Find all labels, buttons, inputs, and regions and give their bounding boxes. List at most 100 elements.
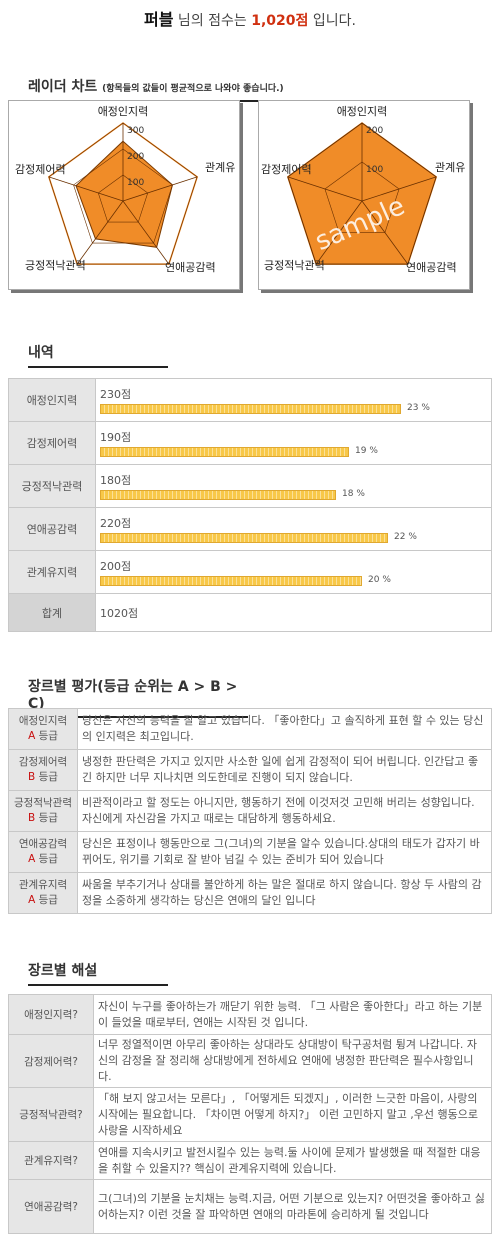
history-row-value: 190점 <box>100 431 132 444</box>
interpretation-section-title: 장르별 해설 <box>28 960 168 986</box>
evaluation-table: 애정인지력 A 등급 당신은 자신의 능력을 잘 알고 있습니다. 「좋아한다」고 … <box>8 708 492 914</box>
history-row-percent: 22 % <box>394 532 417 542</box>
evaluation-grade-letter: B <box>28 812 36 824</box>
history-total-row: 합계 1020점 <box>8 593 492 632</box>
history-title: 내역 <box>28 345 54 361</box>
evaluation-row: 감정제어력 B 등급 냉정한 판단력은 가지고 있지만 사소한 일에 쉽게 감정적이… <box>8 749 492 791</box>
radar-tick-label: 200 <box>366 126 383 136</box>
evaluation-row-text: 비관적이라고 할 정도는 아니지만, 행동하기 전에 이것저것 고민해 버리는 … <box>77 790 492 832</box>
score-header: 퍼블 님의 점수는 1,020점 입니다. <box>0 6 500 30</box>
evaluation-row-text: 당신은 표정이나 행동만으로 그(그녀)의 기분을 알수 있습니다.상대의 태도… <box>77 831 492 873</box>
history-row-label: 긍정적낙관력 <box>8 464 96 508</box>
history-row-label: 연애공감력 <box>8 507 96 551</box>
interpretation-table: 애정인지력? 자신이 누구를 좋아하는가 깨닫기 위한 능력. 「그 사람은 좋아… <box>8 994 492 1234</box>
history-row: 긍정적낙관력 180점 18 % <box>8 464 492 508</box>
history-row: 애정인지력 230점 23 % <box>8 378 492 422</box>
history-bar-wrap: 19 % <box>100 445 487 457</box>
history-bar-wrap: 23 % <box>100 402 487 414</box>
radar-category-label: 애정인지력 <box>98 105 149 118</box>
evaluation-row: 애정인지력 A 등급 당신은 자신의 능력을 잘 알고 있습니다. 「좋아한다」고 … <box>8 708 492 750</box>
history-row: 감정제어력 190점 19 % <box>8 421 492 465</box>
history-row-cell: 180점 18 % <box>95 464 492 508</box>
history-row-cell: 220점 22 % <box>95 507 492 551</box>
radar-grid-ring <box>97 174 149 223</box>
evaluation-row: 긍정적낙관력 B 등급 비관적이라고 할 정도는 아니지만, 행동하기 전에 이것저… <box>8 790 492 832</box>
evaluation-grade: A 등급 <box>10 729 76 744</box>
evaluation-row-label-cell: 감정제어력 B 등급 <box>8 749 78 791</box>
radar-spoke <box>76 200 124 265</box>
radar-grid-ring <box>324 161 400 233</box>
interpretation-row-label: 감정제어력? <box>8 1034 94 1088</box>
radar-section-title: 레이더 차트 (항목들의 값들이 평균적으로 나와야 좋습니다.) <box>28 76 284 102</box>
history-bar <box>100 404 401 414</box>
radar-category-label: 연애공감력 <box>165 261 216 274</box>
evaluation-grade-suffix: 등급 <box>35 894 58 906</box>
history-row-cell: 190점 19 % <box>95 421 492 465</box>
evaluation-grade: B 등급 <box>10 770 76 785</box>
radar-category-label: 관계유 <box>205 161 235 174</box>
interpretation-row: 애정인지력? 자신이 누구를 좋아하는가 깨닫기 위한 능력. 「그 사람은 좋아… <box>8 994 492 1035</box>
evaluation-row-label-cell: 연애공감력 A 등급 <box>8 831 78 873</box>
history-row-value: 230점 <box>100 388 132 401</box>
radar-grid-ring <box>73 148 173 244</box>
history-table: 애정인지력 230점 23 % 감정제어력 190점 19 % 긍정적낙관력 180점 18 %… <box>8 378 492 632</box>
evaluation-grade-suffix: 등급 <box>35 853 58 865</box>
history-bar <box>100 447 349 457</box>
radar-chart-user: 100 200 300 애정인지력 관계유 연애공감력 긍정적낙관력 감정제어력 <box>8 100 240 290</box>
evaluation-row-label: 감정제어력 <box>18 756 68 768</box>
evaluation-row-label-cell: 긍정적낙관력 B 등급 <box>8 790 78 832</box>
evaluation-grade-suffix: 등급 <box>35 730 58 742</box>
interpretation-row-text: 연애를 지속시키고 발전시킬수 있는 능력.둘 사이에 문제가 발생했을 때 적… <box>93 1141 492 1180</box>
radar-category-label: 애정인지력 <box>337 105 388 118</box>
radar-tick-label: 100 <box>366 165 383 175</box>
radar-spoke <box>122 176 198 202</box>
interpretation-row-label: 연애공감력? <box>8 1179 94 1234</box>
user-name: 퍼블 <box>144 10 174 29</box>
interpretation-row: 관계유지력? 연애를 지속시키고 발전시킬수 있는 능력.둘 사이에 문제가 발생… <box>8 1141 492 1180</box>
history-bar <box>100 490 336 500</box>
interpretation-title: 장르별 해설 <box>28 963 98 979</box>
history-row: 연애공감력 220점 22 % <box>8 507 492 551</box>
history-row-value: 180점 <box>100 474 132 487</box>
evaluation-grade: A 등급 <box>10 852 76 867</box>
history-row-cell: 200점 20 % <box>95 550 492 594</box>
history-row-cell: 230점 23 % <box>95 378 492 422</box>
interpretation-row-text: 그(그녀)의 기분을 눈치채는 능력.지금, 어떤 기분으로 있는지? 어떤것을… <box>93 1179 492 1234</box>
history-row-label: 애정인지력 <box>8 378 96 422</box>
radar-category-label: 감정제어력 <box>15 163 66 176</box>
evaluation-row-label-cell: 관계유지력 A 등급 <box>8 872 78 914</box>
evaluation-grade-letter: A <box>28 894 36 906</box>
radar-grid-ring <box>48 122 198 265</box>
evaluation-grade-letter: A <box>28 730 36 742</box>
total-score: 1,020점 <box>251 13 309 29</box>
evaluation-row-label: 긍정적낙관력 <box>14 797 72 809</box>
evaluation-grade: B 등급 <box>10 811 76 826</box>
history-row-percent: 23 % <box>407 403 430 413</box>
interpretation-row-text: 자신이 누구를 좋아하는가 깨닫기 위한 능력. 「그 사람은 좋아한다」라고 … <box>93 994 492 1035</box>
evaluation-row-text: 냉정한 판단력은 가지고 있지만 사소한 일에 쉽게 감정적이 되어 버립니다.… <box>77 749 492 791</box>
interpretation-row-text: 너무 정열적이면 아무리 좋아하는 상대라도 상대방이 탁구공처럼 튕겨 나갑니… <box>93 1034 492 1088</box>
history-row-percent: 19 % <box>355 446 378 456</box>
evaluation-row-text: 싸움을 부추기거나 상대를 불안하게 하는 말은 절대로 하지 않습니다. 항상… <box>77 872 492 914</box>
radar-title: 레이더 차트 <box>28 79 98 95</box>
radar-tick-label: 100 <box>127 178 144 188</box>
evaluation-row-text: 당신은 자신의 능력을 잘 알고 있습니다. 「좋아한다」고 솔직하게 표현 할… <box>77 708 492 750</box>
history-total-label: 합계 <box>8 593 96 632</box>
radar-category-label: 감정제어력 <box>261 163 312 176</box>
interpretation-row: 연애공감력? 그(그녀)의 기분을 눈치채는 능력.지금, 어떤 기분으로 있는지… <box>8 1179 492 1234</box>
score-text-end: 입니다. <box>308 13 356 29</box>
history-row-value: 200점 <box>100 560 132 573</box>
evaluation-row-label: 관계유지력 <box>18 879 68 891</box>
radar-grid-ring <box>287 122 437 265</box>
interpretation-row-label: 긍정적낙관력? <box>8 1087 94 1142</box>
radar-tick-label: 200 <box>127 152 144 162</box>
history-total-value: 1020점 <box>95 593 492 632</box>
evaluation-grade-letter: B <box>28 771 36 783</box>
interpretation-row-text: 「해 보지 않고서는 모른다」, 「어떻게든 되겠지」, 이러한 느긋한 마음이… <box>93 1087 492 1142</box>
radar-chart-sample: 100 200 애정인지력 관계유 연애공감력 긍정적낙관력 감정제어력 sample <box>258 100 470 290</box>
radar-category-label: 연애공감력 <box>406 261 457 274</box>
evaluation-grade-letter: A <box>28 853 36 865</box>
history-row-percent: 18 % <box>342 489 365 499</box>
